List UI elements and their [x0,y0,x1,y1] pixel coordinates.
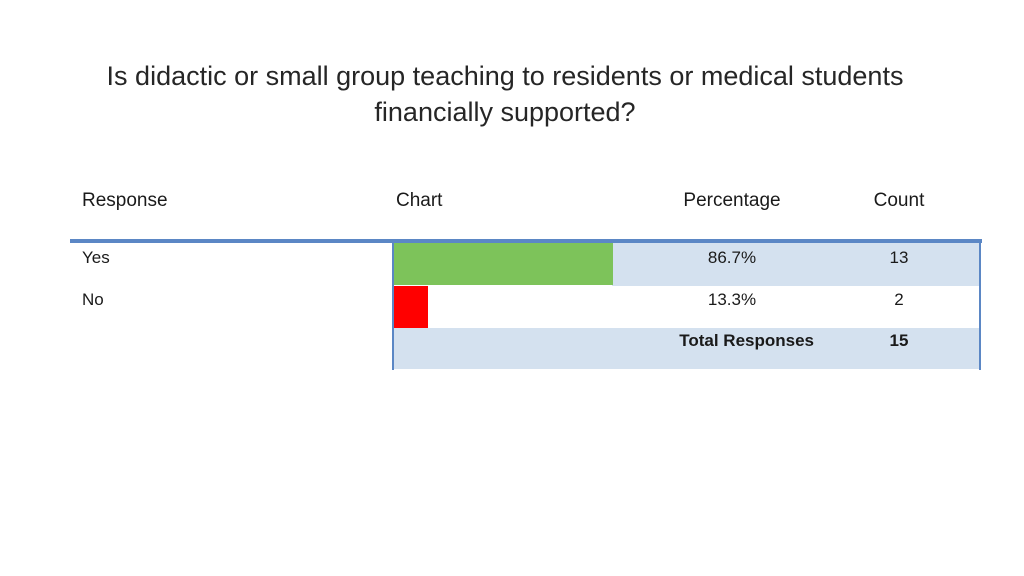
total-count: 15 [889,331,909,350]
row-no-count: 2 [894,290,904,309]
total-label: Total Responses [679,331,814,350]
row-no-percentage: 13.3% [707,290,757,309]
header-count: Count [873,190,925,211]
total-row-cell [394,328,980,369]
table-right-border [979,243,981,370]
page-title: Is didactic or small group teaching to r… [106,61,904,127]
bar-yes [394,243,613,285]
header-percentage: Percentage [683,190,781,211]
row-no-response: No [82,290,104,309]
header-response: Response [82,190,168,211]
row-yes-count: 13 [889,248,909,267]
bar-no [394,286,428,328]
row-yes-percentage-cell [612,243,818,286]
row-yes-percentage: 86.7% [707,248,757,267]
chart-column-left-border [392,243,394,370]
header-chart: Chart [396,190,443,211]
row-yes-response: Yes [82,248,110,267]
row-yes-count-cell [818,243,980,286]
table-top-rule [70,239,982,243]
